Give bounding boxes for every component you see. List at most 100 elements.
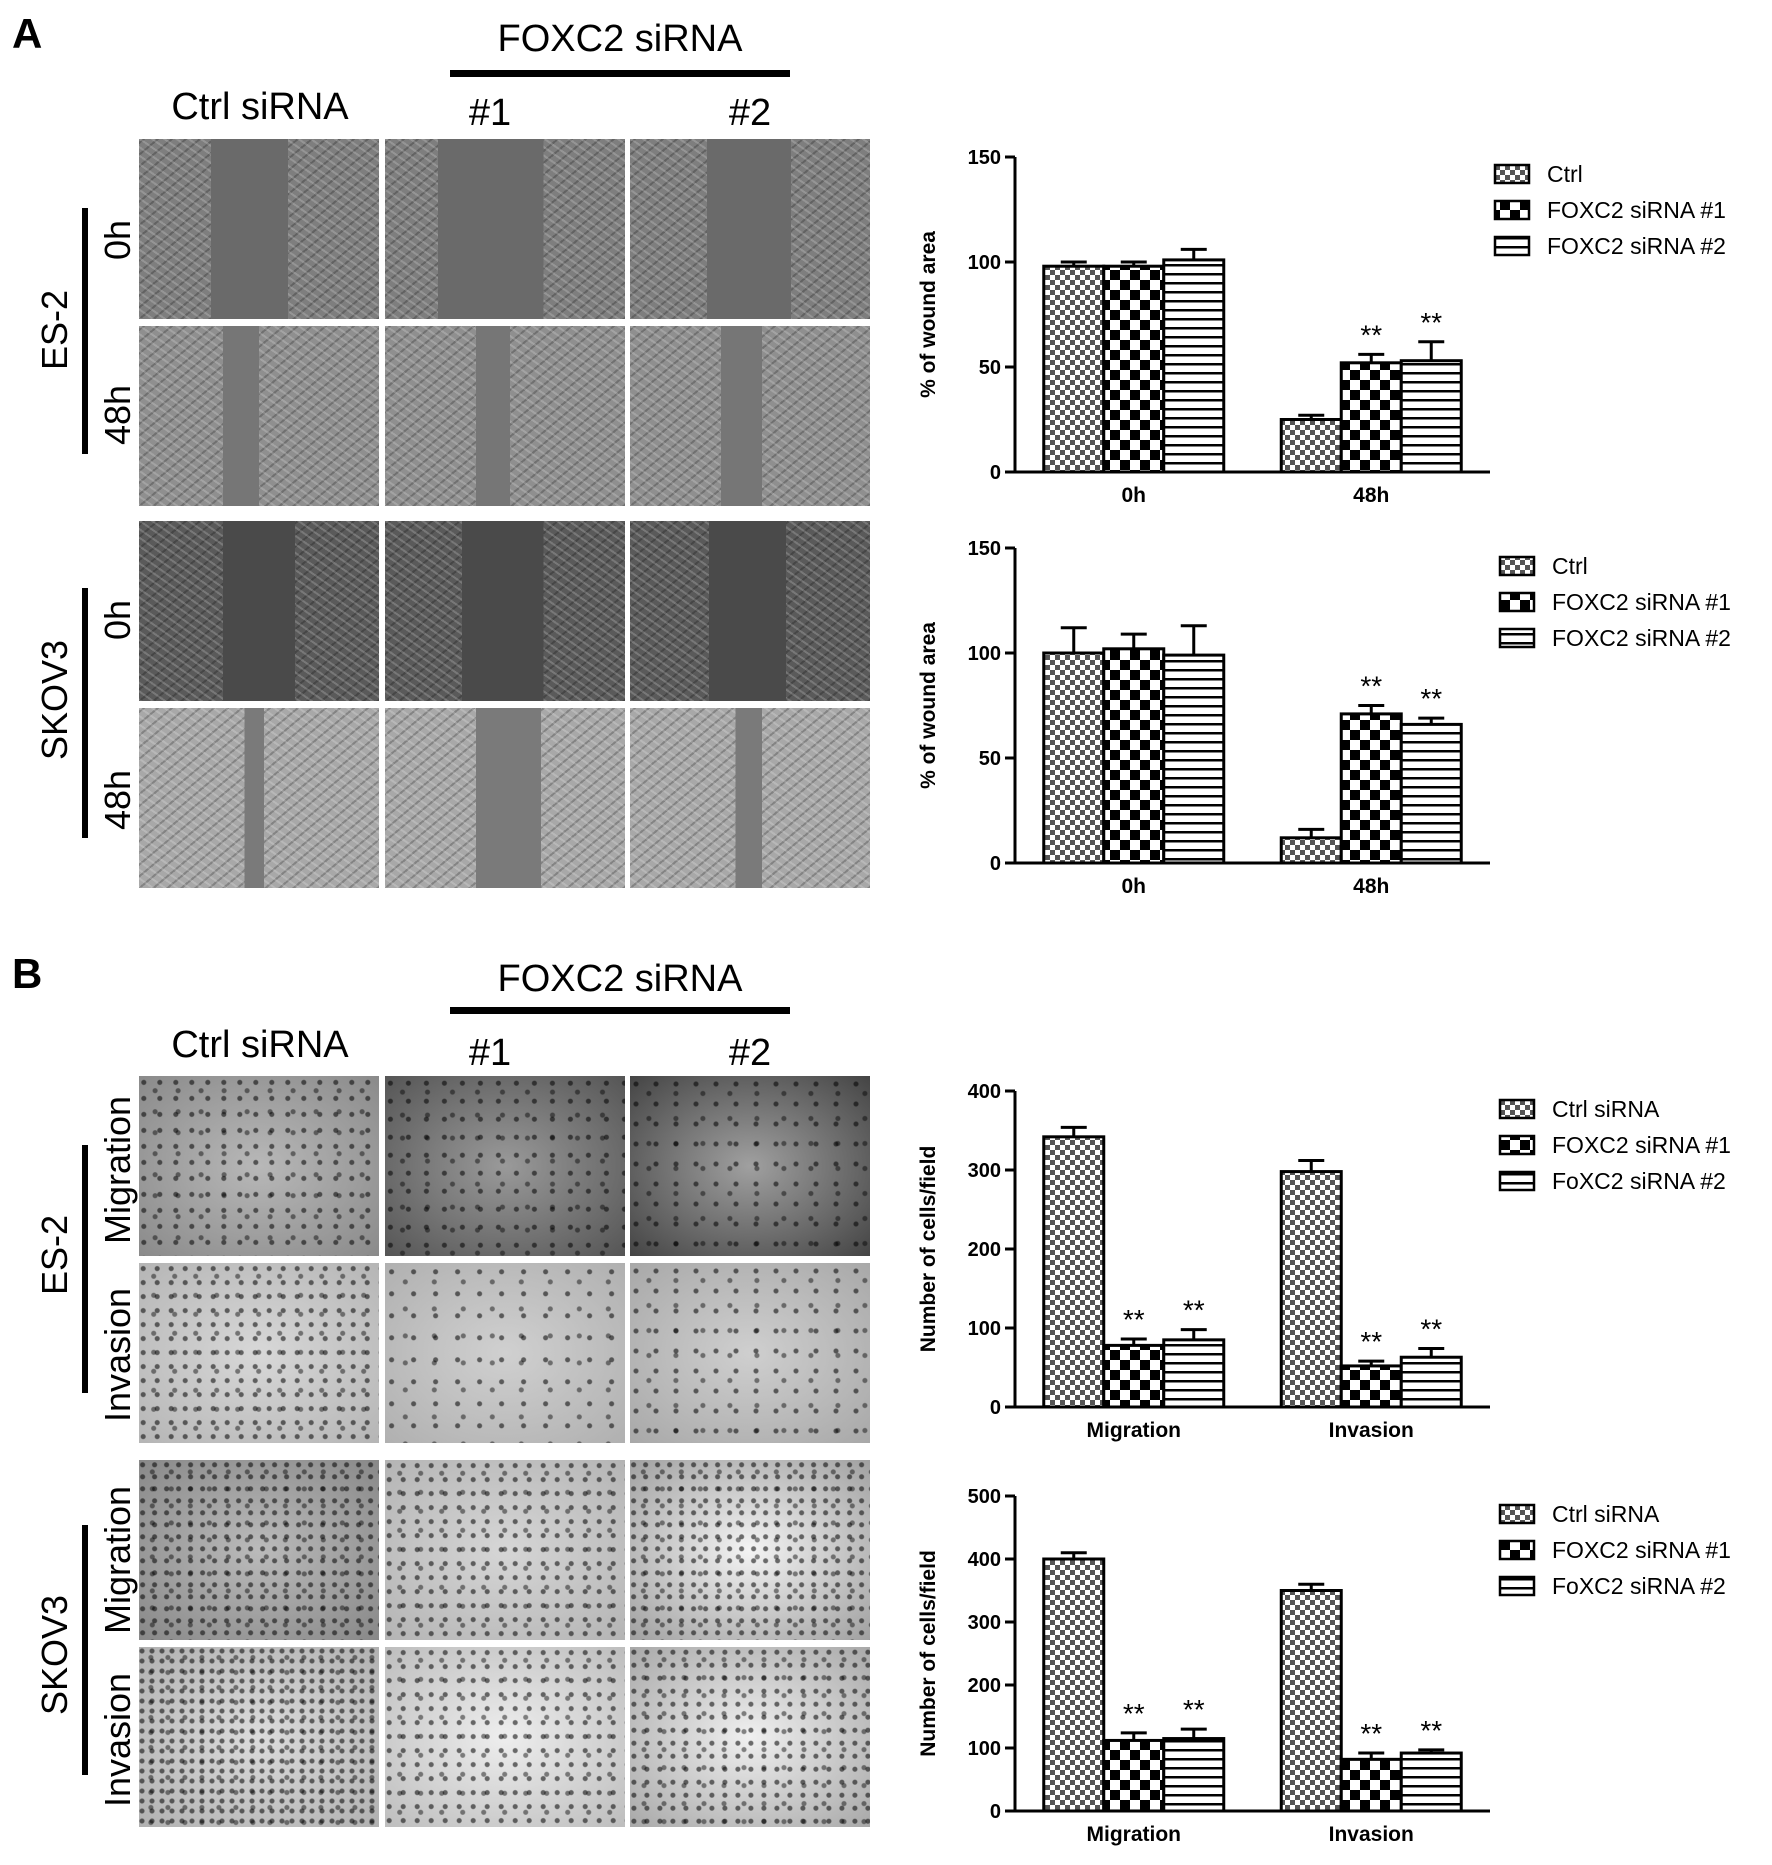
chart1-ytick-label-2: 100	[968, 252, 1001, 274]
panel-b-col-2: #2	[728, 1032, 772, 1074]
micrograph-a-skov3-0h-col1	[139, 521, 379, 701]
chart1-xtick-label-1: 48h	[1353, 484, 1389, 507]
chart4-sig-invasion-s2: **	[1360, 1718, 1382, 1749]
chart2-ytick-label-0: 0	[990, 853, 1001, 875]
chart3-legend-swatch-3	[1498, 1170, 1536, 1192]
panel-a-skov3-bracket	[82, 588, 88, 838]
chart1-ytick-label-3: 150	[968, 147, 1001, 169]
chart1-bar-48h-s2	[1339, 361, 1403, 474]
panel-b-es2-bracket	[82, 1145, 88, 1393]
panel-a-group-rule	[450, 70, 790, 77]
panel-b-col-1: #1	[468, 1032, 512, 1074]
chart2-legend-label-2: FOXC2 siRNA #1	[1552, 589, 1731, 615]
chart4-ytick-label-2: 200	[968, 1675, 1001, 1697]
chart4-sig-migration-s3: **	[1183, 1694, 1205, 1725]
panel-b-letter: B	[12, 950, 43, 997]
chart3-sig-invasion-s3: **	[1420, 1314, 1442, 1345]
micrograph-b-es2-migration-col2	[385, 1076, 625, 1256]
panel-b-group-rule	[450, 1007, 790, 1014]
chart1-bar-0h-s3	[1162, 258, 1226, 474]
chart3-ytick-label-0: 0	[990, 1397, 1001, 1419]
chart3-bar-invasion-s2	[1339, 1364, 1403, 1409]
chart1-sig-48h-s3: **	[1420, 307, 1442, 338]
chart3-bar-migration-s1	[1042, 1135, 1106, 1409]
panel-b-skov3-bracket	[82, 1525, 88, 1775]
chart1-legend-label-1: Ctrl	[1547, 161, 1583, 187]
chart2-sig-48h-s2: **	[1360, 671, 1382, 702]
chart3-legend-label-2: FOXC2 siRNA #1	[1552, 1132, 1731, 1158]
chart4-bar-invasion-s2	[1339, 1757, 1403, 1813]
chart4-xtick-label-1: Invasion	[1329, 1823, 1414, 1846]
chart4-bar-migration-s3	[1162, 1737, 1226, 1813]
micrograph-b-skov3-invasion-col2	[385, 1647, 625, 1827]
chart2-legend-label-1: Ctrl	[1552, 553, 1588, 579]
chart3-bar-invasion-s3	[1399, 1355, 1463, 1409]
chart3-sig-invasion-s2: **	[1360, 1326, 1382, 1357]
chart3-legend-label-3: FoXC2 siRNA #2	[1552, 1168, 1726, 1194]
chart2-legend-swatch-2	[1498, 591, 1536, 613]
panel-b-col-ctrl: Ctrl siRNA	[171, 1024, 349, 1066]
chart1-bar-0h-s2	[1102, 264, 1166, 474]
chart1-bar-48h-s1	[1279, 418, 1343, 474]
chart1-legend-swatch-2	[1493, 199, 1531, 221]
micrograph-b-es2-migration-col1	[139, 1076, 379, 1256]
chart2-xtick-label-0: 0h	[1121, 875, 1146, 898]
panel-b-group-label: FOXC2 siRNA	[497, 958, 743, 1000]
chart3-ytick-label-4: 400	[968, 1081, 1001, 1103]
chart3-sig-migration-s3: **	[1183, 1295, 1205, 1326]
micrograph-a-es2-48h-col3	[630, 326, 870, 506]
micrograph-b-skov3-migration-col1	[139, 1460, 379, 1640]
chart3-bar-migration-s3	[1162, 1338, 1226, 1409]
chart4-legend-swatch-1	[1498, 1503, 1536, 1525]
panel-a-letter: A	[12, 10, 43, 57]
chart3-legend-swatch-1	[1498, 1098, 1536, 1120]
chart1-legend-label-3: FOXC2 siRNA #2	[1547, 233, 1726, 259]
chart4-bar-migration-s1	[1042, 1557, 1106, 1813]
chart3-ytick-label-1: 100	[968, 1318, 1001, 1340]
chart2-ylabel: % of wound area	[917, 622, 940, 789]
chart1-ylabel: % of wound area	[917, 231, 940, 398]
chart3-ytick-label-2: 200	[968, 1239, 1001, 1261]
chart2-legend-swatch-3	[1498, 627, 1536, 649]
chart3-legend-label-1: Ctrl siRNA	[1552, 1096, 1660, 1122]
chart2-bar-48h-s3	[1399, 722, 1463, 865]
chart1-legend-swatch-3	[1493, 235, 1531, 257]
chart2-ytick-label-3: 150	[968, 538, 1001, 560]
chart1-ytick-label-0: 0	[990, 462, 1001, 484]
chart2-legend-swatch-1	[1498, 555, 1536, 577]
chart4-ytick-label-4: 400	[968, 1549, 1001, 1571]
micrograph-b-es2-invasion-col3	[630, 1263, 870, 1443]
chart1-legend-swatch-1	[1493, 163, 1531, 185]
chart2-legend-label-3: FOXC2 siRNA #2	[1552, 625, 1731, 651]
panel-a-col-2: #2	[728, 92, 772, 134]
chart2-bar-0h-s1	[1042, 651, 1106, 865]
micrograph-a-skov3-48h-col2	[385, 708, 625, 888]
chart4-sig-migration-s2: **	[1123, 1698, 1145, 1729]
micrograph-b-es2-invasion-col1	[139, 1263, 379, 1443]
chart4-ytick-label-3: 300	[968, 1612, 1001, 1634]
micrograph-a-es2-0h-col1	[139, 139, 379, 319]
chart1-sig-48h-s2: **	[1360, 319, 1382, 350]
panel-a-col-ctrl: Ctrl siRNA	[171, 86, 349, 128]
chart4-ylabel: Number of cells/field	[917, 1550, 940, 1757]
chart1-bar-0h-s1	[1042, 264, 1106, 474]
chart3-ytick-label-3: 300	[968, 1160, 1001, 1182]
chart1-legend-label-2: FOXC2 siRNA #1	[1547, 197, 1726, 223]
micrograph-a-skov3-0h-col3	[630, 521, 870, 701]
chart3-legend-swatch-2	[1498, 1134, 1536, 1156]
chart4-ytick-label-5: 500	[968, 1486, 1001, 1508]
chart2-bar-0h-s3	[1162, 653, 1226, 865]
chart4-legend-label-3: FoXC2 siRNA #2	[1552, 1573, 1726, 1599]
chart3-bar-migration-s2	[1102, 1343, 1166, 1409]
micrograph-a-skov3-48h-col1	[139, 708, 379, 888]
micrograph-b-skov3-invasion-col1	[139, 1647, 379, 1827]
chart4-xtick-label-0: Migration	[1087, 1823, 1182, 1846]
chart1-ytick-label-1: 50	[979, 357, 1001, 379]
chart4-legend-label-2: FOXC2 siRNA #1	[1552, 1537, 1731, 1563]
chart4-bar-invasion-s3	[1399, 1751, 1463, 1813]
chart2-xtick-label-1: 48h	[1353, 875, 1389, 898]
chart2-sig-48h-s3: **	[1420, 683, 1442, 714]
micrograph-a-skov3-48h-col3	[630, 708, 870, 888]
chart2-bar-0h-s2	[1102, 647, 1166, 865]
chart4-bar-migration-s2	[1102, 1738, 1166, 1813]
